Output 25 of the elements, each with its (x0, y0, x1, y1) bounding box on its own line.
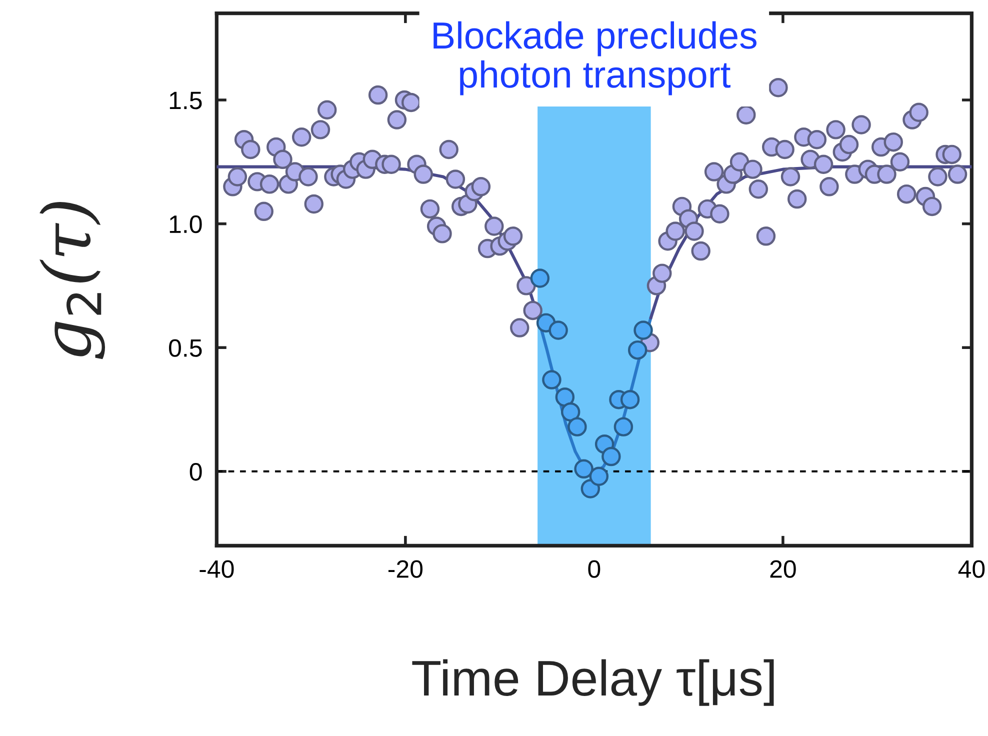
x-tick-label: -20 (388, 560, 423, 578)
point (574, 459, 594, 479)
x-tick-label: -40 (200, 560, 234, 578)
point (602, 446, 621, 466)
point (548, 320, 568, 340)
point (628, 340, 648, 360)
point (634, 320, 653, 340)
point (555, 387, 575, 407)
point (560, 402, 580, 422)
y-tick-label: 1.0 (170, 215, 202, 234)
point (568, 417, 587, 436)
y-tick-label: 0 (190, 462, 202, 481)
point (589, 466, 609, 486)
y-axis-title: g$_{2}$(τ) (40, 202, 105, 360)
x-tick-label: 0 (588, 560, 600, 578)
y-tick-label: 0.5 (169, 339, 202, 357)
point (614, 417, 634, 436)
annotation: Blockade precludes photon transport (434, 21, 756, 96)
point (620, 390, 640, 410)
x-tick-label: 20 (770, 560, 796, 578)
point (530, 268, 550, 288)
x-tick-label: 40 (958, 560, 985, 578)
y-tick-label: 1.5 (170, 92, 202, 110)
point (542, 370, 562, 390)
x-axis-title: Time Delay τ[μs] (412, 659, 774, 706)
